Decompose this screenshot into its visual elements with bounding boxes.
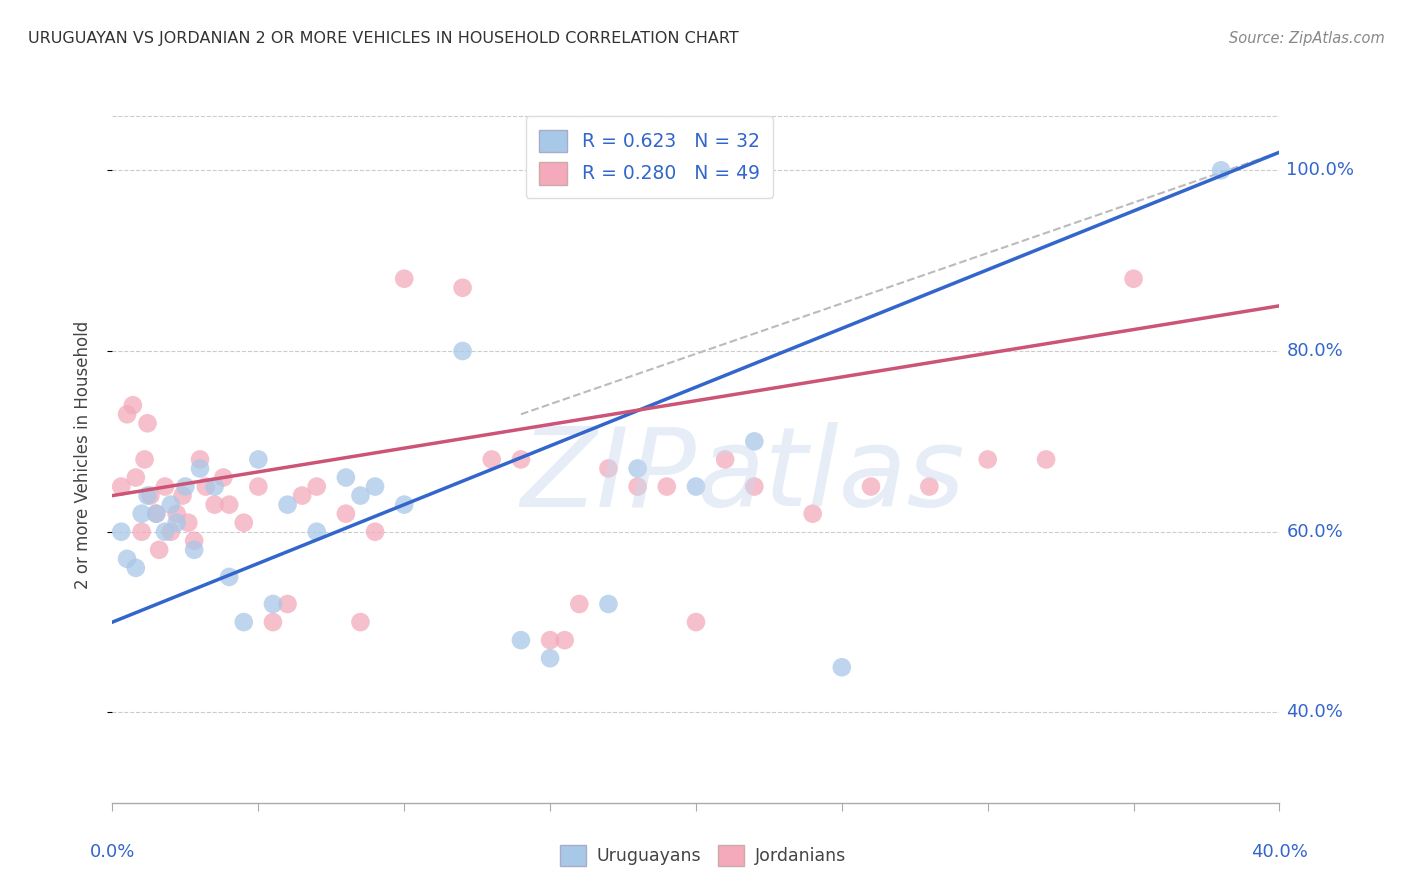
Point [125,470,148,484]
Point [110,524,132,539]
Point [188,452,211,467]
Point [166,507,188,521]
Point [122,398,145,412]
Point [160,498,183,512]
Point [364,524,387,539]
Point [744,479,766,493]
Legend: R = 0.623   N = 32, R = 0.280   N = 49: R = 0.623 N = 32, R = 0.280 N = 49 [526,117,773,198]
Point [860,479,883,493]
Point [115,407,138,421]
Point [554,633,576,648]
Point [174,479,197,493]
Point [509,633,531,648]
Point [538,651,561,665]
Point [183,542,205,557]
Point [685,479,707,493]
Point [655,479,678,493]
Point [349,489,371,503]
Point [262,615,284,629]
Point [131,524,153,539]
Point [714,452,737,467]
Point [131,507,153,521]
Point [125,561,148,575]
Point [627,479,650,493]
Point [305,524,328,539]
Point [277,498,299,512]
Point [1035,452,1057,467]
Point [232,615,254,629]
Point [262,597,284,611]
Point [247,479,270,493]
Text: 0.0%: 0.0% [90,844,135,862]
Point [335,470,357,484]
Point [194,479,217,493]
Point [1211,163,1233,178]
Point [172,489,194,503]
Point [212,470,235,484]
Point [291,489,314,503]
Point [145,507,167,521]
Legend: Uruguayans, Jordanians: Uruguayans, Jordanians [551,836,855,874]
Point [247,452,270,467]
Point [976,452,998,467]
Point [918,479,941,493]
Point [364,479,387,493]
Point [139,489,162,503]
Point [394,498,416,512]
Point [801,507,824,521]
Point [218,498,240,512]
Y-axis label: 2 or more Vehicles in Household: 2 or more Vehicles in Household [73,321,91,589]
Point [232,516,254,530]
Point [831,660,853,674]
Point [136,489,159,503]
Point [136,417,159,431]
Point [627,461,650,475]
Point [598,597,620,611]
Point [115,551,138,566]
Point [166,516,188,530]
Point [153,479,176,493]
Point [153,524,176,539]
Text: URUGUAYAN VS JORDANIAN 2 OR MORE VEHICLES IN HOUSEHOLD CORRELATION CHART: URUGUAYAN VS JORDANIAN 2 OR MORE VEHICLE… [28,31,740,46]
Point [188,461,211,475]
Point [538,633,561,648]
Point [744,434,766,449]
Text: 40.0%: 40.0% [1251,844,1308,862]
Point [218,570,240,584]
Point [349,615,371,629]
Point [160,524,183,539]
Point [145,507,167,521]
Point [394,271,416,285]
Point [451,344,474,359]
Point [134,452,156,467]
Point [277,597,299,611]
Point [481,452,503,467]
Point [1122,271,1144,285]
Point [183,533,205,548]
Point [598,461,620,475]
Point [451,281,474,295]
Text: ZIP: ZIP [520,422,696,529]
Point [509,452,531,467]
Point [110,479,132,493]
Point [177,516,200,530]
Point [335,507,357,521]
Point [204,498,226,512]
Text: atlas: atlas [696,422,965,529]
Point [568,597,591,611]
Point [305,479,328,493]
Text: Source: ZipAtlas.com: Source: ZipAtlas.com [1229,31,1385,46]
Point [204,479,226,493]
Point [685,615,707,629]
Point [148,542,170,557]
